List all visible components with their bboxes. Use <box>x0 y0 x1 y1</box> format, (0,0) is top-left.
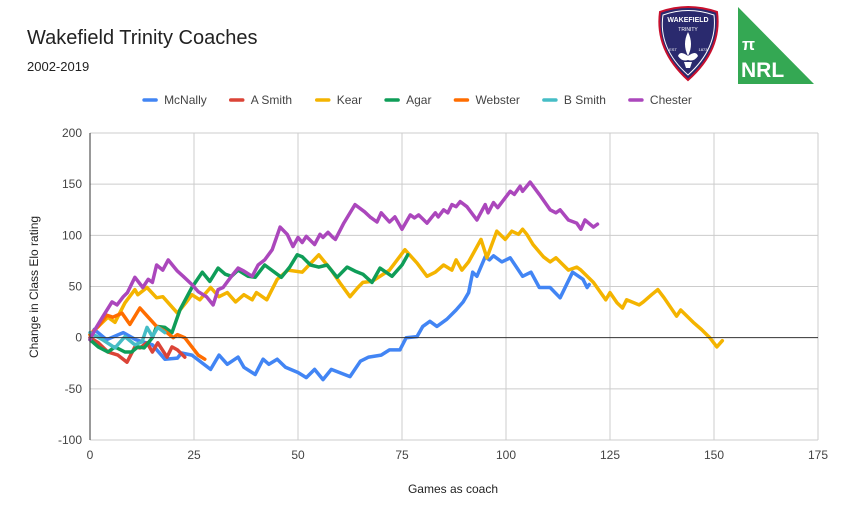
legend-label-agar: Agar <box>406 93 431 107</box>
wakefield-trinity-logo: WAKEFIELD TRINITY EST 1873 <box>658 6 719 82</box>
axes: 200 150 100 50 0 -50 -100 0 25 50 75 100 125 150 175 <box>58 126 828 462</box>
y-tick-label: 150 <box>62 177 82 191</box>
svg-text:TRINITY: TRINITY <box>678 27 698 33</box>
legend-label-a-smith: A Smith <box>251 93 292 107</box>
x-axis-label: Games as coach <box>408 482 498 496</box>
chart-subtitle: 2002-2019 <box>27 59 90 74</box>
nrl-logo: π NRL <box>738 7 814 84</box>
y-axis-label: Change in Class Elo rating <box>27 216 41 358</box>
y-tick-label: -50 <box>65 382 83 396</box>
y-tick-label: 100 <box>62 228 82 242</box>
svg-text:π: π <box>742 35 755 54</box>
legend-label-webster: Webster <box>475 93 519 107</box>
y-tick-label: 200 <box>62 126 82 140</box>
x-tick-label: 100 <box>496 448 516 462</box>
y-tick-label: 50 <box>69 280 83 294</box>
series-line-chester <box>88 180 600 342</box>
svg-text:1873: 1873 <box>699 47 709 52</box>
series-line-webster <box>88 306 207 361</box>
chart-title: Wakefield Trinity Coaches <box>27 27 258 49</box>
legend: McNally A Smith Kear Agar Webster B Smith Ches… <box>142 93 692 107</box>
y-tick-label: -100 <box>58 433 82 447</box>
svg-text:WAKEFIELD: WAKEFIELD <box>667 17 708 24</box>
legend-label-b-smith: B Smith <box>564 93 606 107</box>
legend-label-chester: Chester <box>650 93 692 107</box>
x-tick-label: 50 <box>291 448 305 462</box>
x-tick-label: 0 <box>87 448 94 462</box>
x-tick-label: 75 <box>395 448 409 462</box>
y-tick-label: 0 <box>75 331 82 345</box>
legend-label-mcnally: McNally <box>164 93 207 107</box>
x-tick-label: 175 <box>808 448 828 462</box>
series-lines <box>88 180 725 382</box>
svg-text:NRL: NRL <box>741 59 784 82</box>
legend-label-kear: Kear <box>337 93 362 107</box>
series-line-b-smith <box>88 325 167 350</box>
x-tick-label: 25 <box>187 448 201 462</box>
gridlines <box>90 132 819 441</box>
series-line-mcnally <box>88 254 591 382</box>
x-tick-label: 150 <box>704 448 724 462</box>
series-line-agar <box>88 253 410 354</box>
svg-text:EST: EST <box>669 47 677 52</box>
x-tick-label: 125 <box>600 448 620 462</box>
series-line-kear <box>88 227 725 349</box>
